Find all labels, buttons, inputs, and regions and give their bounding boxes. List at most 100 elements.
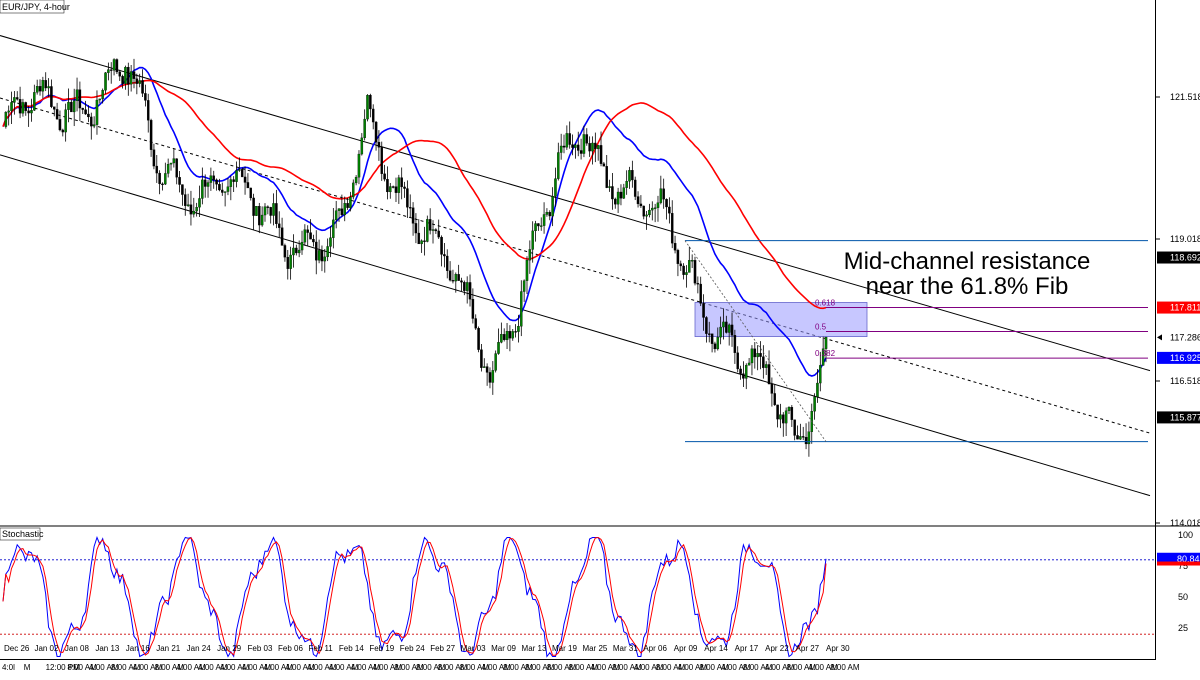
candle-body [406, 188, 409, 208]
candle-body [295, 247, 298, 254]
price-tag-label: 118.692 [1170, 253, 1200, 263]
candle-body [500, 334, 503, 343]
time-label: 4:00 AM [176, 663, 206, 672]
candle-body [363, 118, 366, 139]
candle-body [574, 144, 577, 148]
candle-body [300, 241, 304, 251]
candle-body [614, 198, 617, 205]
candle-body [206, 182, 210, 187]
candle-body [58, 119, 62, 131]
candle-body [801, 436, 805, 438]
candle-body [784, 410, 788, 424]
candle-body [659, 188, 663, 203]
candle-body [474, 318, 477, 329]
candle-body [431, 229, 435, 231]
date-label: Feb 14 [339, 644, 364, 653]
candle-body [707, 333, 711, 335]
candle-body [408, 207, 412, 209]
candle-body [135, 78, 139, 84]
candle-body [104, 72, 107, 91]
candle-body [428, 219, 432, 231]
candle-body [699, 283, 702, 304]
candle-body [292, 247, 295, 256]
channel-mid-line [0, 97, 1151, 434]
candle-body [132, 71, 136, 79]
candle-body [460, 280, 463, 283]
candle-body [448, 270, 452, 281]
time-label: 4:00 AM [242, 663, 272, 672]
stochastic-plot-area[interactable] [0, 527, 1155, 659]
date-label: Feb 24 [400, 644, 425, 653]
candle-body [420, 240, 423, 245]
candle-body [423, 240, 426, 242]
candle-body [477, 328, 480, 350]
time-label: 8:00 AM [503, 663, 533, 672]
symbol-label-box [0, 0, 65, 14]
candle-body [779, 414, 782, 420]
candle-body [238, 169, 241, 171]
candle-body [64, 109, 67, 133]
candle-body [483, 366, 486, 368]
time-label: 12:00 PM [46, 663, 81, 672]
candle-body [588, 143, 591, 152]
candle-body [397, 177, 401, 193]
candle-body [107, 69, 110, 73]
candle-body [747, 362, 751, 366]
candle-body [813, 396, 816, 412]
time-label: 8:00 AM [416, 663, 446, 672]
candle-body [736, 352, 739, 370]
time-label: 4:00 AM [133, 663, 163, 672]
candle-body [75, 89, 79, 101]
candle-body [776, 404, 779, 420]
candle-body [95, 99, 99, 125]
candle-body [15, 97, 19, 100]
candle-body [705, 317, 708, 334]
candle-body [92, 124, 96, 127]
candle-body [551, 196, 554, 217]
candle-body [229, 179, 233, 187]
candle-body [280, 227, 284, 246]
candle-body [804, 437, 808, 445]
candle-body [665, 199, 668, 208]
candles [4, 58, 828, 457]
candle-body [38, 86, 42, 92]
candle-body [78, 89, 82, 109]
candle-body [309, 232, 312, 240]
candle-body [275, 203, 278, 224]
date-label: Jan 16 [126, 644, 151, 653]
time-label: 4:00 AM [198, 663, 228, 672]
candle-body [7, 110, 10, 113]
candle-body [203, 179, 207, 187]
candle-body [223, 191, 227, 193]
fibonacci-retracement[interactable]: 0.618 0.5 0.382 [684, 240, 1148, 443]
candle-body [35, 86, 39, 93]
candle-body [511, 331, 514, 339]
candle-body [463, 282, 466, 291]
candle-body [329, 237, 332, 247]
time-label: 4:00 AM [481, 663, 511, 672]
candle-body [443, 254, 446, 257]
candle-body [18, 99, 22, 114]
time-label: 8:00 AM [787, 663, 817, 672]
candle-body [138, 80, 141, 84]
candle-body [773, 393, 776, 406]
candle-body [796, 435, 799, 440]
candle-body [380, 147, 384, 174]
time-label: 8:00 AM [612, 663, 642, 672]
time-label: 4:00 AM [285, 663, 315, 672]
candle-body [605, 166, 608, 188]
candle-body [451, 280, 455, 282]
candle-body [534, 223, 537, 232]
stochastic-signal-tag [1157, 561, 1200, 566]
main-plot-area[interactable] [0, 0, 1155, 525]
candle-body [787, 407, 791, 411]
candle-body [520, 291, 523, 327]
candle-body [762, 356, 765, 368]
candle-body [539, 225, 543, 227]
candle-body [124, 66, 127, 84]
candle-body [240, 169, 244, 178]
candle-body [289, 254, 292, 269]
candle-body [505, 331, 509, 341]
candle-body [127, 66, 130, 85]
